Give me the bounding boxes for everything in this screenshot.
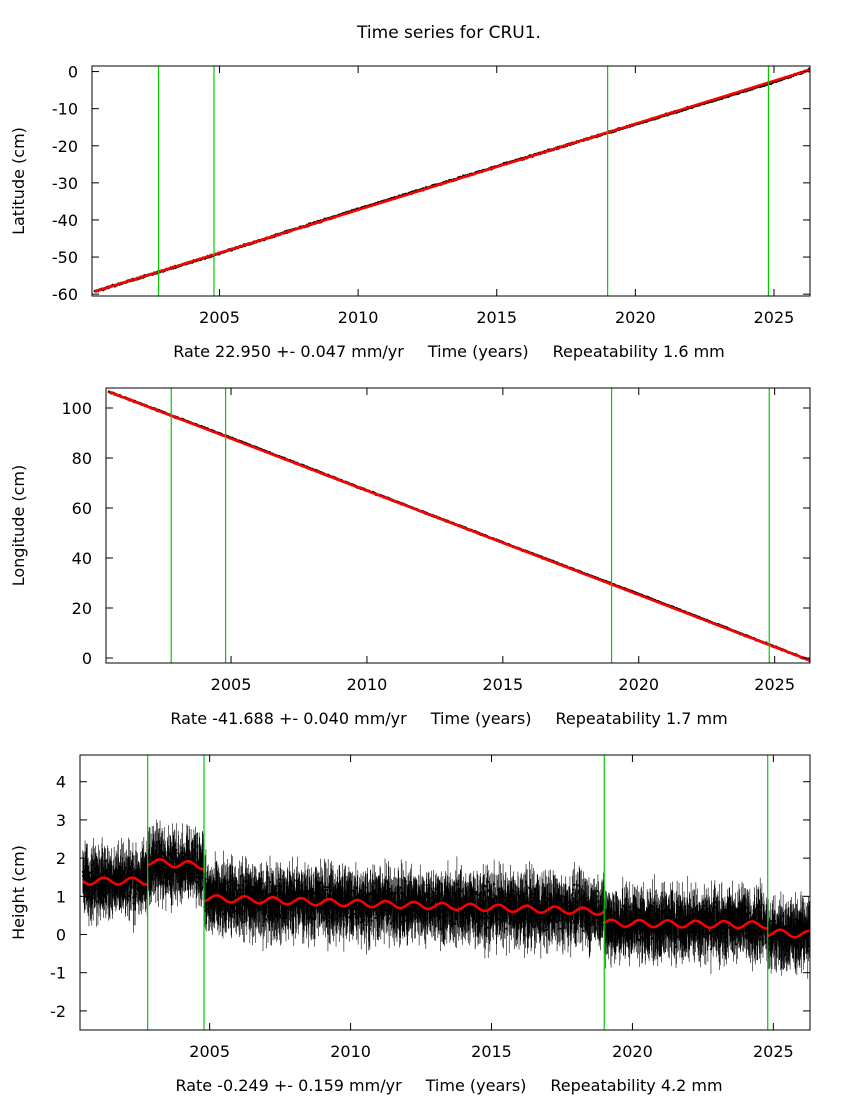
- figure-title: Time series for CRU1.: [356, 23, 541, 43]
- panel-latitude: 2005 2010 2015 2020 20250-10-20-30-40-50-60L…: [9, 63, 811, 361]
- panels: 2005 2010 2015 2020 20250-10-20-30-40-50-60L…: [9, 63, 811, 1095]
